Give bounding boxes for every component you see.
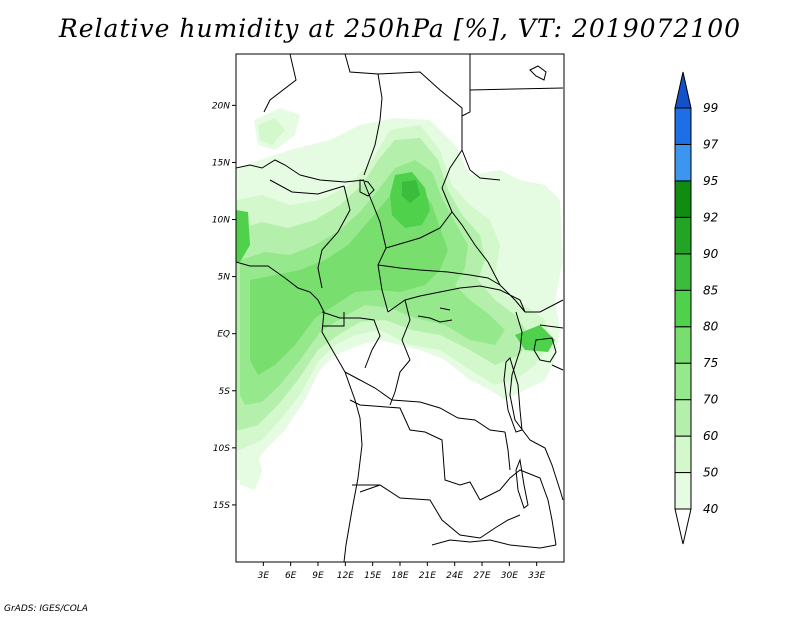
humidity-shading (236, 108, 563, 490)
x-tick-label: 27E (473, 571, 490, 581)
colorbar-label: 75 (703, 356, 718, 370)
x-tick-label: 3E (258, 571, 270, 581)
x-tick-label: 15E (364, 571, 381, 581)
colorbar-bin (674, 216, 692, 255)
y-tick-label: EQ (217, 330, 230, 340)
colorbar-label: 50 (703, 466, 719, 480)
colorbar-bin (674, 326, 692, 364)
map-title: Relative humidity at 250hPa [%], VT: 201… (58, 14, 742, 43)
colorbar-label: 97 (703, 137, 719, 151)
colorbar-underflow (674, 508, 692, 545)
x-tick-label: 21E (419, 571, 436, 581)
colorbar-bin (674, 180, 692, 218)
latitude-axis: 20N 15N 10N 5N EQ 5S 10S 15S (212, 101, 236, 511)
x-tick-label: 9E (312, 571, 324, 581)
colorbar-bin (674, 399, 692, 437)
colorbar-overflow (674, 71, 692, 109)
y-tick-label: 15S (213, 501, 230, 511)
y-tick-label: 10S (213, 444, 230, 454)
colorbar-label: 70 (703, 393, 719, 407)
colorbar-label: 60 (703, 429, 719, 443)
grads-credit: GrADS: IGES/COLA (4, 604, 88, 614)
colorbar-label: 95 (703, 174, 718, 188)
colorbar-bin (674, 435, 692, 474)
x-tick-label: 33E (528, 571, 545, 581)
colorbar-bin (674, 253, 692, 291)
y-tick-label: 5N (218, 273, 231, 283)
colorbar-label: 99 (703, 101, 718, 115)
colorbar-label: 40 (703, 502, 719, 516)
x-tick-label: 24E (446, 571, 463, 581)
y-tick-label: 5S (219, 387, 231, 397)
colorbar-bin (674, 362, 692, 401)
x-tick-label: 30E (501, 571, 518, 581)
colorbar-label: 80 (703, 320, 719, 334)
x-tick-label: 18E (391, 571, 408, 581)
colorbar: 40 50 60 70 75 80 85 90 92 95 97 99 (674, 71, 719, 545)
colorbar-bin (674, 107, 692, 145)
y-tick-label: 15N (212, 158, 230, 168)
y-tick-label: 20N (212, 101, 230, 111)
colorbar-bin (674, 289, 692, 328)
longitude-axis: 3E 6E 9E 12E 15E 18E 21E 24E 27E 30E 33E (258, 562, 546, 581)
colorbar-bin (674, 472, 692, 510)
colorbar-label: 92 (703, 210, 718, 224)
y-tick-label: 10N (212, 216, 230, 226)
x-tick-label: 12E (337, 571, 354, 581)
colorbar-label: 90 (703, 247, 719, 261)
country-boundaries (236, 54, 564, 562)
x-tick-label: 6E (285, 571, 297, 581)
colorbar-label: 85 (703, 283, 718, 297)
colorbar-bin (674, 143, 692, 182)
